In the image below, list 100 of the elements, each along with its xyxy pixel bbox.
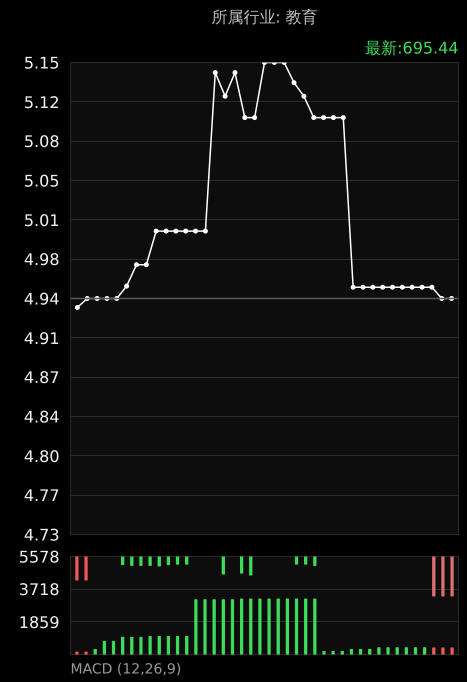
y-tick-label: 1859	[18, 612, 60, 632]
point	[74, 304, 80, 310]
bar	[166, 556, 170, 566]
y-tick-label: 5.12	[24, 92, 60, 112]
bar	[102, 640, 106, 654]
bar	[432, 556, 436, 596]
bar	[130, 556, 134, 566]
bar	[432, 647, 436, 654]
bar	[222, 556, 225, 574]
bar	[267, 598, 271, 654]
bar	[249, 556, 252, 576]
point	[330, 115, 336, 120]
y-tick-label: 5.01	[24, 210, 60, 230]
y-tick-label: 4.80	[24, 446, 60, 466]
bar	[276, 598, 280, 654]
point	[222, 94, 228, 99]
bar	[158, 556, 161, 566]
bar	[313, 556, 316, 566]
y-tick-label: 5.08	[24, 132, 60, 152]
bar	[249, 598, 252, 654]
bar	[304, 556, 308, 565]
bar	[240, 556, 244, 574]
bar	[286, 598, 289, 654]
point	[134, 262, 139, 268]
bar	[230, 599, 234, 654]
bar	[121, 636, 124, 654]
bar	[203, 599, 207, 654]
bar	[75, 652, 79, 654]
bar	[130, 636, 134, 654]
bar	[84, 556, 88, 580]
bar	[414, 647, 418, 654]
point	[212, 70, 218, 76]
point	[400, 284, 405, 290]
point	[252, 115, 258, 120]
point	[380, 284, 386, 290]
bar	[404, 647, 408, 654]
point	[124, 284, 130, 289]
point	[292, 80, 297, 86]
bar	[294, 556, 298, 565]
y-tick-label: 4.91	[24, 328, 60, 348]
bar	[148, 636, 152, 654]
y-tick-label: 4.73	[24, 526, 60, 544]
point	[420, 284, 425, 290]
chart-subtitle: 最新:695.44	[365, 38, 458, 58]
point	[202, 228, 208, 234]
bar	[258, 598, 262, 654]
bar	[377, 647, 381, 654]
bar	[212, 599, 216, 654]
y-tick-label: 5.05	[24, 172, 60, 190]
point	[183, 228, 188, 234]
point	[301, 94, 306, 99]
point	[232, 70, 238, 76]
point	[164, 228, 169, 234]
y-tick-label: 5578	[18, 548, 60, 566]
point	[321, 115, 326, 120]
bar	[194, 599, 198, 654]
point	[154, 228, 159, 234]
point	[340, 115, 346, 120]
y-tick-label: 4.84	[24, 408, 60, 426]
bar	[450, 647, 454, 654]
y-tick-label: 5.15	[24, 54, 60, 72]
point	[173, 228, 178, 234]
y-tick-label: 4.77	[24, 486, 60, 506]
point	[350, 284, 356, 290]
bar	[222, 599, 225, 654]
bar	[322, 651, 326, 654]
bar	[396, 647, 399, 654]
bar	[450, 556, 454, 596]
bar	[340, 651, 344, 654]
bar	[441, 556, 445, 596]
bar	[176, 556, 180, 565]
point	[360, 284, 366, 290]
bar	[185, 556, 188, 565]
text: MACD (12,26,9)	[70, 662, 182, 678]
bar	[350, 648, 354, 654]
bar	[304, 598, 308, 654]
bar	[121, 556, 124, 566]
bar	[368, 648, 372, 654]
bar	[423, 647, 426, 654]
point	[370, 284, 376, 290]
bar	[185, 636, 188, 654]
bar	[158, 636, 161, 654]
y-tick-label: 4.94	[24, 290, 60, 308]
point	[144, 262, 149, 268]
y-tick-label: 4.87	[24, 368, 60, 388]
bar	[84, 652, 88, 654]
point	[193, 228, 198, 234]
point	[242, 115, 248, 120]
bar	[148, 556, 152, 566]
bar	[139, 636, 143, 654]
bar	[313, 598, 316, 654]
point	[311, 115, 316, 120]
bar	[358, 648, 362, 654]
point	[410, 284, 415, 290]
bar	[240, 598, 244, 654]
bar	[75, 556, 79, 580]
point	[390, 284, 396, 290]
y-tick-label: 3718	[18, 580, 60, 600]
bar	[332, 651, 335, 654]
bar	[94, 649, 97, 654]
